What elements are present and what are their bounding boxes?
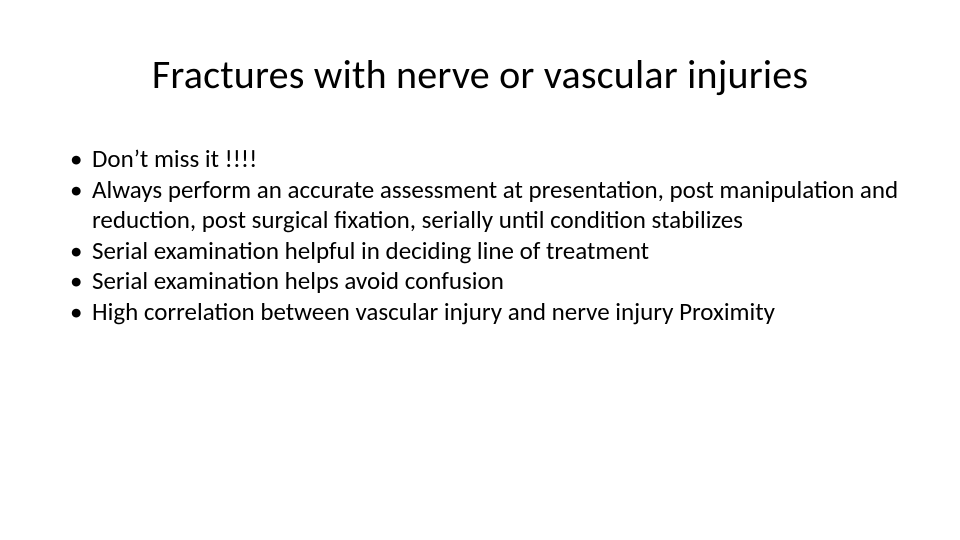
list-item: Serial examination helpful in deciding l…	[66, 236, 900, 267]
slide-container: Fractures with nerve or vascular injurie…	[0, 0, 960, 540]
list-item: Serial examination helps avoid confusion	[66, 266, 900, 297]
list-item: Always perform an accurate assessment at…	[66, 175, 900, 236]
slide-title: Fractures with nerve or vascular injurie…	[60, 50, 900, 99]
list-item: High correlation between vascular injury…	[66, 297, 900, 328]
list-item: Don’t miss it !!!!	[66, 144, 900, 175]
bullet-list: Don’t miss it !!!! Always perform an acc…	[60, 144, 900, 327]
